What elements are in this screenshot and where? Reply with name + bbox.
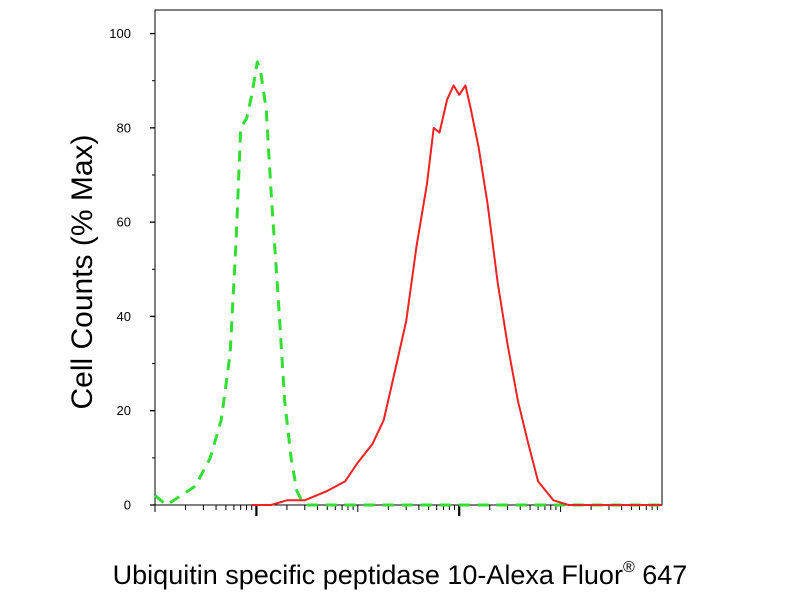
y-tick-label: 40: [117, 309, 131, 324]
y-tick-label: 80: [117, 120, 131, 135]
x-axis-label-text: Ubiquitin specific peptidase 10-Alexa Fl…: [112, 560, 623, 590]
plot-frame: [154, 9, 663, 506]
x-axis-label: Ubiquitin specific peptidase 10-Alexa Fl…: [0, 559, 800, 591]
y-axis-label: Cell Counts (% Max): [66, 134, 99, 409]
axes: 0 20 40 60 80 100: [109, 9, 663, 516]
y-tick-label: 0: [124, 497, 131, 512]
y-tick-label: 100: [109, 26, 131, 41]
registered-mark: ®: [622, 559, 635, 576]
red-solid-histogram: [251, 84, 662, 506]
x-axis-label-suffix: 647: [634, 560, 688, 590]
y-tick-label: 60: [117, 215, 131, 230]
series-layer: [154, 60, 662, 507]
green-dashed-histogram: [154, 60, 662, 507]
y-tick-label: 20: [117, 403, 131, 418]
